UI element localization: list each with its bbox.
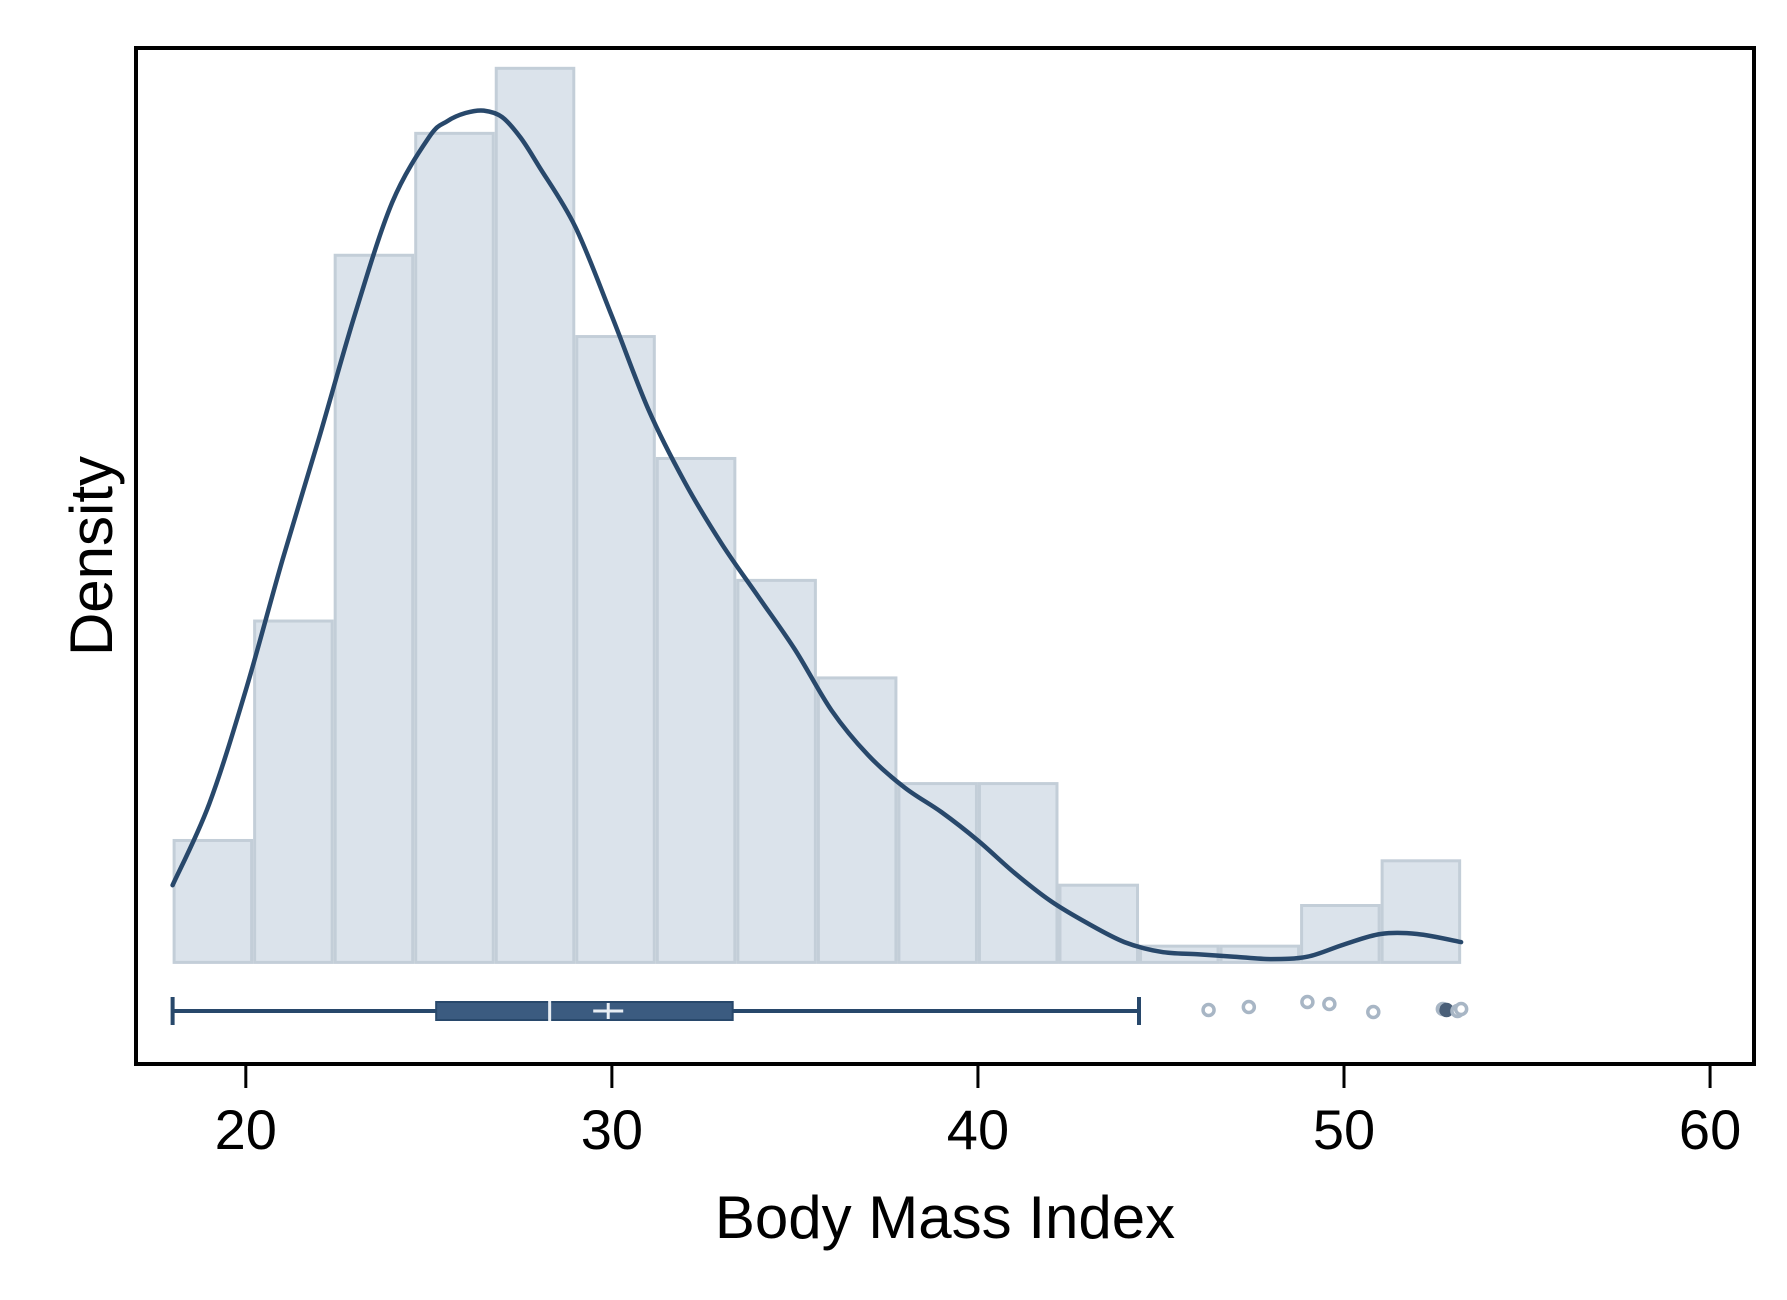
boxplot-box [435,1001,734,1021]
histogram-bar [977,782,1059,964]
x-tick-label: 30 [581,1098,643,1161]
histogram-bar [575,335,656,964]
histogram-bar [253,619,334,964]
outlier-point [1366,1004,1381,1020]
x-tick-label: 60 [1679,1098,1741,1161]
histogram-bar [494,66,576,964]
histogram-bar [333,253,415,964]
outlier-point [1241,999,1257,1015]
x-axis: 20 30 40 50 60 [215,1064,1741,1161]
histogram-bar [1058,883,1140,964]
x-axis-title: Body Mass Index [715,1184,1175,1251]
histogram-bar [816,676,898,964]
x-tick-label: 50 [1313,1098,1375,1161]
histogram-bar [655,456,737,964]
histogram-bar [1300,904,1381,964]
density-curve [170,108,1464,962]
histogram-bar [414,131,495,964]
x-tick-label: 40 [947,1098,1009,1161]
histogram-bar [736,578,817,964]
outlier-point [1300,994,1315,1010]
histogram-bars [172,66,1462,964]
y-axis-title: Density [58,456,125,656]
density-curve-layer [170,108,1464,962]
outlier-points [1201,994,1469,1020]
outlier-point [1322,996,1337,1012]
boxplot-layer [170,997,1142,1025]
histogram-bar [1380,859,1462,964]
outlier-point [1453,1001,1469,1017]
histogram-bar [172,838,254,964]
outlier-point [1201,1002,1216,1018]
plot-frame [134,46,1756,1066]
x-tick-label: 20 [215,1098,277,1161]
histogram-bar [897,782,978,964]
